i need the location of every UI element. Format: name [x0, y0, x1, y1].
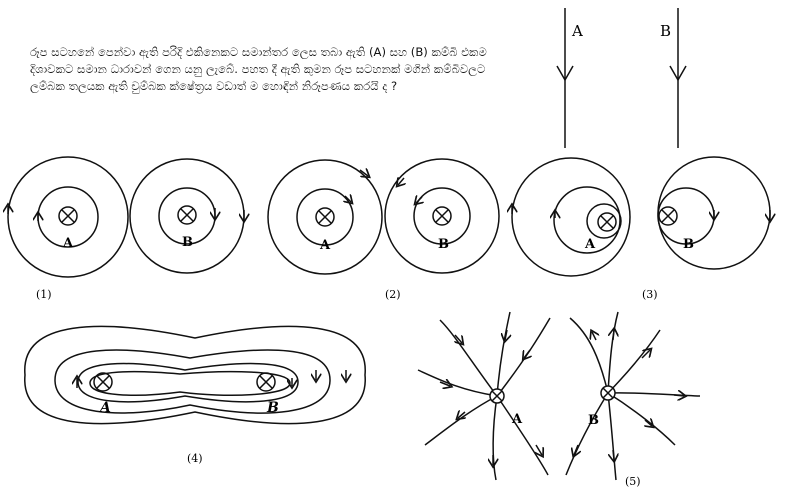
- direction-arrow: [359, 170, 368, 176]
- option-2-number: (2): [385, 288, 401, 301]
- current-into-page-symbol: [93, 372, 113, 392]
- direction-arrow: [458, 412, 465, 418]
- field-line: [553, 186, 621, 254]
- field-line: [496, 395, 549, 476]
- direction-arrow: [416, 197, 422, 203]
- direction-arrow: [505, 329, 507, 340]
- option-5-number: (5): [625, 475, 641, 488]
- field-line: [657, 187, 715, 245]
- option-2-label-b: B: [438, 237, 449, 252]
- field-line: [54, 349, 331, 414]
- current-into-page-symbol: [432, 206, 452, 226]
- direction-arrow: [536, 444, 542, 455]
- field-line: [496, 317, 551, 397]
- option-1-label-b: B: [182, 235, 193, 250]
- option-5-label-b: B: [588, 413, 599, 428]
- option-5-diagram: [417, 311, 701, 481]
- direction-arrow: [345, 196, 351, 202]
- field-line: [569, 317, 609, 394]
- option-3-label-b: B: [683, 237, 694, 252]
- current-into-page-symbol: [177, 205, 197, 225]
- field-line: [424, 395, 498, 446]
- field-line: [607, 311, 619, 394]
- current-into-page-symbol: [256, 372, 276, 392]
- question-text: රූප සටහනේ පෙන්වා ඇති පරිදි එකිනෙකට සමාන්…: [30, 45, 487, 93]
- field-line: [565, 392, 609, 476]
- current-into-page-symbol: [600, 385, 616, 401]
- option-5-label-a: A: [511, 412, 523, 427]
- field-line: [607, 392, 676, 446]
- direction-arrow: [645, 420, 652, 426]
- option-1-number: (1): [36, 288, 52, 301]
- direction-arrow: [613, 330, 614, 341]
- current-into-page-symbol: [58, 206, 78, 226]
- wire-b-label: B: [660, 22, 671, 40]
- current-into-page-symbol: [597, 212, 617, 232]
- option-3-diagram: [511, 156, 770, 277]
- option-2-label-a: A: [319, 238, 331, 253]
- direction-arrow: [641, 350, 650, 359]
- field-line: [607, 392, 617, 481]
- option-4-label-a: A: [98, 400, 111, 416]
- option-4-diagram: [24, 325, 366, 425]
- field-line: [7, 156, 129, 278]
- option-3-number: (3): [642, 288, 658, 301]
- field-line: [417, 369, 498, 397]
- direction-arrow: [574, 444, 578, 455]
- direction-arrow: [613, 449, 614, 460]
- option-1-diagram: [7, 156, 244, 278]
- option-3-label-a: A: [584, 237, 596, 252]
- current-into-page-symbol: [489, 388, 505, 404]
- direction-arrow: [673, 395, 684, 396]
- wire-b: [669, 8, 687, 148]
- field-line: [586, 203, 622, 239]
- current-into-page-symbol: [315, 207, 335, 227]
- field-line: [296, 188, 354, 246]
- field-line: [77, 362, 299, 403]
- field-line: [24, 325, 366, 425]
- option-4-label-b: B: [266, 400, 279, 416]
- direction-arrow: [398, 178, 404, 185]
- direction-arrow: [455, 334, 462, 343]
- current-into-page-symbol: [658, 206, 678, 226]
- field-line: [267, 159, 383, 275]
- direction-arrow: [524, 349, 530, 358]
- wire-a: [556, 8, 574, 148]
- field-line: [439, 319, 498, 397]
- direction-arrow: [439, 382, 450, 386]
- wire-a-label: A: [571, 22, 583, 40]
- field-line: [384, 158, 500, 274]
- direction-arrow: [592, 332, 596, 341]
- field-line: [607, 392, 701, 397]
- option-1-label-a: A: [62, 236, 74, 251]
- field-line: [496, 311, 511, 397]
- field-line: [511, 157, 631, 277]
- field-line: [492, 395, 498, 481]
- option-4-number: (4): [187, 452, 203, 465]
- field-line: [413, 187, 471, 245]
- option-2-diagram: [267, 158, 500, 275]
- field-line: [607, 329, 661, 394]
